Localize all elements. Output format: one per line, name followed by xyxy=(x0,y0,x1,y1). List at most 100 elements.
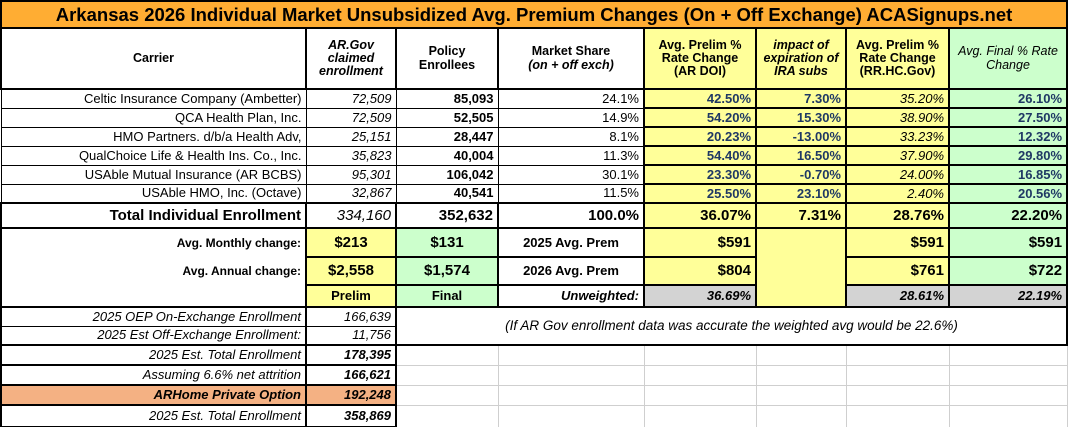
market-share: 11.5% xyxy=(497,183,645,204)
carrier-row: QCA Health Plan, Inc. 72,509 52,505 14.9… xyxy=(0,107,1068,128)
lower-row-value: 166,639 xyxy=(305,306,397,327)
col-header-argov-enrollment: AR.Gov claimed enrollment xyxy=(305,27,397,90)
empty-grid-cell xyxy=(948,384,1068,406)
avg-prem-2026-rr: $761 xyxy=(845,256,950,286)
final-rate: 20.56% xyxy=(947,183,1068,204)
empty-grid-cell xyxy=(395,384,499,406)
lower-row: Assuming 6.6% net attrition 166,621 xyxy=(0,364,1068,386)
lower-row: 2025 Est. Total Enrollment 358,869 xyxy=(0,404,1068,427)
rr-rate: 33.23% xyxy=(845,126,950,147)
col-header-doi-rate: Avg. Prelim % Rate Change (AR DOI) xyxy=(643,27,757,90)
prelim-legend: Prelim xyxy=(305,284,397,308)
lower-row-value: 11,756 xyxy=(305,325,397,346)
final-legend: Final xyxy=(395,284,499,308)
argov-enrollment: 35,823 xyxy=(305,145,397,166)
argov-enrollment: 25,151 xyxy=(305,126,397,147)
carrier-row: HMO Partners. d/b/a Health Adv, 25,151 2… xyxy=(0,126,1068,147)
annual-change-label: Avg. Annual change: xyxy=(0,257,306,285)
empty-grid-cell xyxy=(755,404,847,427)
empty-grid-cell xyxy=(755,364,847,386)
lower-row: 2025 OEP On-Exchange Enrollment 166,639 … xyxy=(0,306,1068,346)
argov-enrollment: 32,867 xyxy=(305,183,397,204)
carrier-name: USAble HMO, Inc. (Octave) xyxy=(0,183,307,204)
total-share: 100.0% xyxy=(497,202,645,229)
ira-impact: 23.10% xyxy=(755,183,847,204)
annual-change-row: Avg. Annual change: $2,558 $1,574 2026 A… xyxy=(0,256,1068,286)
page-title: Arkansas 2026 Individual Market Unsubsid… xyxy=(0,0,1068,29)
doi-rate: 54.20% xyxy=(643,107,757,128)
ira-impact: 7.30% xyxy=(755,88,847,109)
lower-row-label: 2025 OEP On-Exchange Enrollment xyxy=(0,306,307,327)
total-argov: 334,160 xyxy=(305,202,397,229)
empty-grid-cell xyxy=(395,404,499,427)
empty-grid-cell xyxy=(755,344,847,366)
arhome-row: ARHome Private Option 192,248 xyxy=(0,384,1068,406)
rr-rate: 24.00% xyxy=(845,164,950,185)
arhome-value: 192,248 xyxy=(305,384,397,406)
monthly-prelim-value: $213 xyxy=(305,227,397,258)
avg-prem-2025-final: $591 xyxy=(947,227,1068,258)
empty-grid-cell xyxy=(755,384,847,406)
empty-grid-cell xyxy=(845,344,950,366)
policy-enrollees: 52,505 xyxy=(395,107,499,128)
annual-final-value: $1,574 xyxy=(395,256,499,286)
market-share-title: Market Share xyxy=(531,44,611,59)
policy-enrollees: 85,093 xyxy=(395,88,499,109)
argov-enrollment: 95,301 xyxy=(305,164,397,185)
unweighted-final: 22.19% xyxy=(947,284,1068,308)
empty-grid-cell xyxy=(497,404,645,427)
doi-rate: 25.50% xyxy=(643,183,757,204)
carrier-name: HMO Partners. d/b/a Health Adv, xyxy=(0,126,307,147)
carrier-name: QualChoice Life & Health Ins. Co., Inc. xyxy=(0,145,307,166)
empty-grid-cell xyxy=(845,364,950,386)
total-ira: 7.31% xyxy=(755,202,847,229)
doi-rate: 20.23% xyxy=(643,126,757,147)
lower-row: 2025 Est Off-Exchange Enrollment: 11,756 xyxy=(0,325,1067,346)
col-header-carrier: Carrier xyxy=(0,27,307,90)
empty-grid-cell xyxy=(643,384,757,406)
carrier-row: Celtic Insurance Company (Ambetter) 72,5… xyxy=(0,88,1068,109)
market-share: 14.9% xyxy=(497,107,645,128)
market-share: 8.1% xyxy=(497,126,645,147)
rr-rate: 37.90% xyxy=(845,145,950,166)
argov-enrollment: 72,509 xyxy=(305,107,397,128)
market-share: 11.3% xyxy=(497,145,645,166)
carrier-row: QualChoice Life & Health Ins. Co., Inc. … xyxy=(0,145,1068,166)
total-label: Total Individual Enrollment xyxy=(0,202,307,229)
argov-enrollment: 72,509 xyxy=(305,88,397,109)
final-rate: 27.50% xyxy=(947,107,1068,128)
doi-rate: 54.40% xyxy=(643,145,757,166)
unweighted-label: Unweighted: xyxy=(497,284,645,308)
lower-row-label: 2025 Est Off-Exchange Enrollment: xyxy=(0,325,307,346)
empty-grid-cell xyxy=(395,364,499,386)
total-doi: 36.07% xyxy=(643,202,757,229)
col-header-ira-impact: impact of expiration of IRA subs xyxy=(755,27,847,90)
ira-impact: -0.70% xyxy=(755,164,847,185)
empty-grid-cell xyxy=(497,364,645,386)
col-header-rr-rate: Avg. Prelim % Rate Change (RR.HC.Gov) xyxy=(845,27,950,90)
market-share: 24.1% xyxy=(497,88,645,109)
policy-enrollees: 106,042 xyxy=(395,164,499,185)
total-row: Total Individual Enrollment 334,160 352,… xyxy=(0,202,1068,229)
avg-prem-2026-final: $722 xyxy=(947,256,1068,286)
carrier-name: Celtic Insurance Company (Ambetter) xyxy=(0,88,307,109)
annual-prelim-value: $2,558 xyxy=(305,256,397,286)
empty-grid-cell xyxy=(948,344,1068,366)
avg-prem-2025-label: 2025 Avg. Prem xyxy=(497,227,645,258)
unweighted-doi: 36.69% xyxy=(643,284,757,308)
lower-row-label: 2025 Est. Total Enrollment xyxy=(0,404,307,427)
empty-grid-cell xyxy=(497,384,645,406)
market-share-subtitle: (on + off exch) xyxy=(528,57,614,72)
empty-grid-cell xyxy=(643,404,757,427)
market-share: 30.1% xyxy=(497,164,645,185)
avg-prem-2025-rr: $591 xyxy=(845,227,950,258)
unweighted-rr: 28.61% xyxy=(845,284,950,308)
col-header-market-share: Market Share (on + off exch) xyxy=(497,27,645,90)
rr-rate: 38.90% xyxy=(845,107,950,128)
doi-rate: 23.30% xyxy=(643,164,757,185)
monthly-change-label: Avg. Monthly change: xyxy=(0,228,306,257)
final-rate: 16.85% xyxy=(947,164,1068,185)
col-header-final-rate: Avg. Final % Rate Change xyxy=(947,27,1068,90)
total-rr: 28.76% xyxy=(845,202,950,229)
